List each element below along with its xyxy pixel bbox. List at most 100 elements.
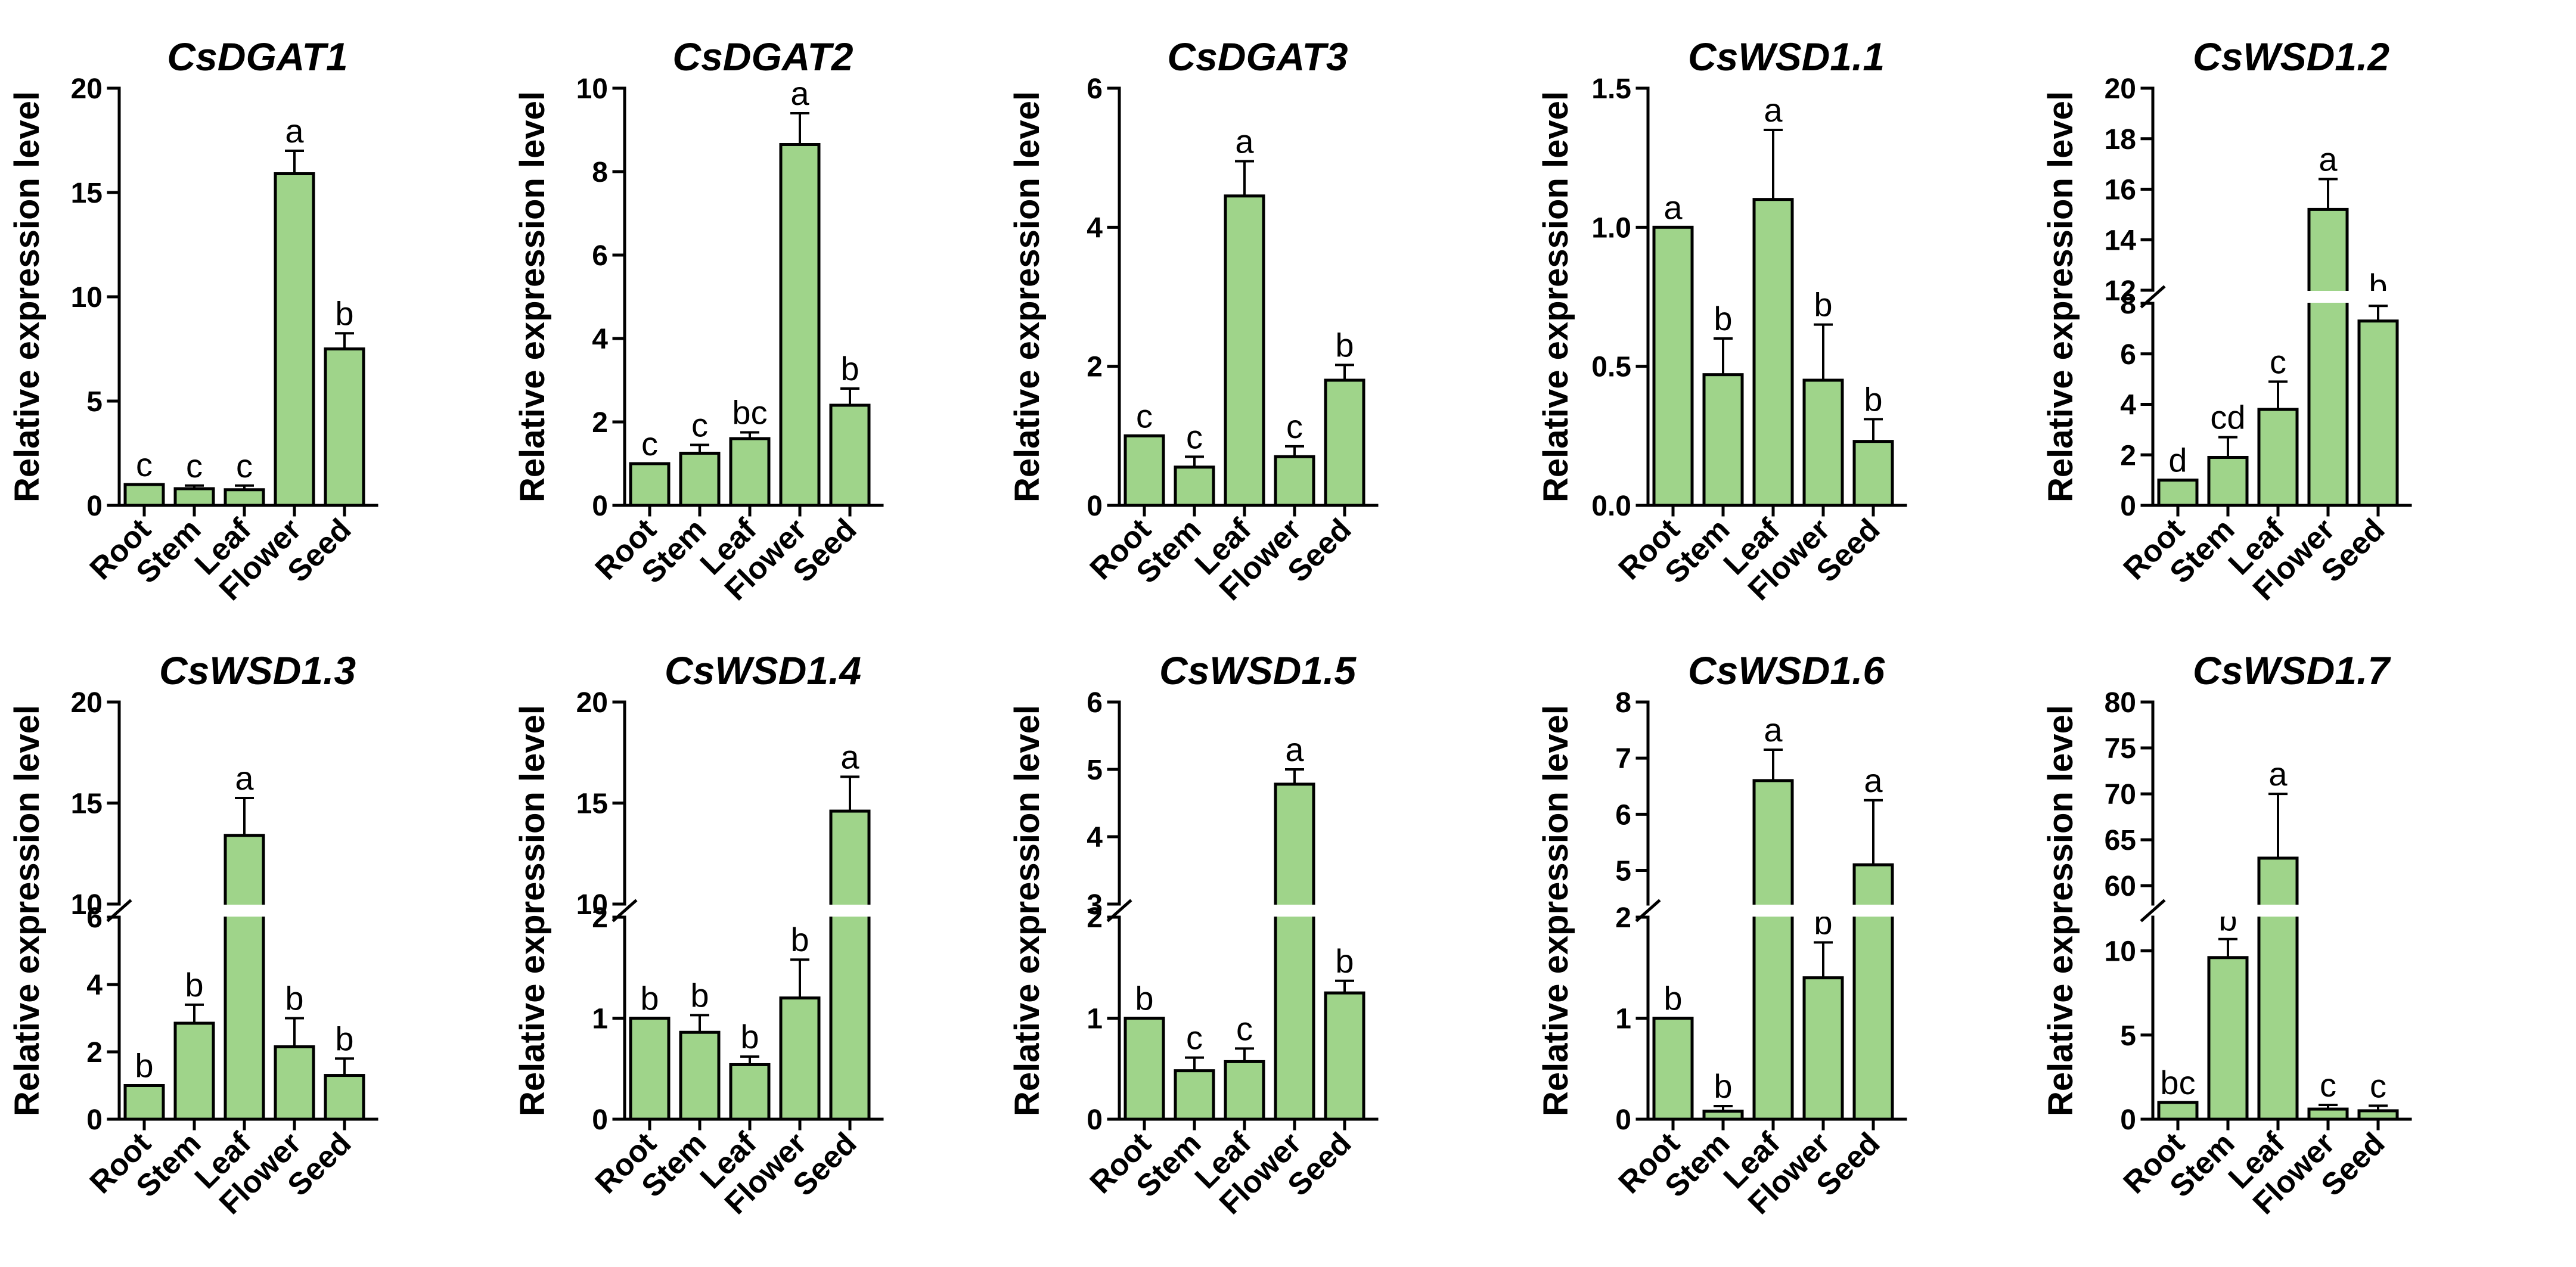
significance-letter: a [840, 738, 859, 775]
significance-letter: c [641, 425, 658, 462]
chart-title: CsWSD1.2 [2193, 35, 2389, 79]
significance-letter: c [691, 406, 708, 444]
significance-letter: c [136, 446, 153, 483]
significance-letter: bc [2160, 1064, 2195, 1101]
y-axis-label: Relative expression level [1008, 91, 1047, 502]
significance-letter: c [1286, 408, 1303, 445]
bar-flower [1274, 455, 1315, 507]
y-tick-label: 8 [1615, 687, 1631, 719]
y-tick-label: 75 [2105, 733, 2136, 765]
y-axis-label: Relative expression level [1537, 91, 1575, 502]
significance-letter: b [1335, 942, 1354, 980]
y-tick-label: 6 [1087, 687, 1103, 719]
y-tick-label: 0.5 [1591, 352, 1631, 383]
y-tick-label: 1 [1615, 1004, 1631, 1035]
significance-letter: a [790, 74, 809, 112]
bar-stem [1174, 1069, 1215, 1121]
bar-stem [173, 1021, 215, 1121]
bar-leaf [2257, 408, 2299, 507]
bar-root [123, 1084, 165, 1121]
significance-letter: c [2270, 343, 2286, 380]
bar-stem [2207, 956, 2249, 1121]
bar-leaf [1224, 1060, 1265, 1121]
y-tick-label: 15 [71, 788, 103, 820]
y-tick-label: 14 [2105, 225, 2137, 256]
significance-letter: a [1764, 91, 1783, 129]
bar-seed [2357, 319, 2399, 507]
chart-title: CsWSD1.4 [665, 648, 861, 692]
significance-letter: c [2370, 1067, 2386, 1104]
axis-break-gap [1652, 905, 1902, 917]
y-tick-label: 5 [2120, 1020, 2136, 1052]
significance-letter: b [335, 1020, 353, 1057]
significance-letter: b [1864, 380, 1882, 418]
bar-leaf [729, 437, 771, 507]
significance-letter: a [2319, 141, 2338, 178]
y-tick-label: 65 [2105, 825, 2136, 856]
y-tick-label: 10 [2105, 936, 2136, 968]
y-tick-label: 1 [592, 1004, 608, 1035]
bar-flower [1802, 976, 1844, 1121]
y-tick-label: 1.0 [1591, 212, 1631, 244]
significance-letter: c [2320, 1066, 2336, 1104]
y-axis-label: Relative expression level [2041, 705, 2080, 1116]
y-tick-label: 6 [592, 240, 608, 272]
significance-letter: b [640, 980, 659, 1017]
y-tick-label: 0 [86, 1104, 103, 1136]
bar-leaf [1224, 194, 1265, 507]
y-tick-label: 5 [1615, 856, 1631, 887]
y-tick-label: 10 [71, 889, 103, 921]
y-tick-label: 2 [592, 407, 608, 439]
bar-root [1123, 434, 1165, 507]
significance-letter: b [1814, 286, 1832, 324]
significance-letter: c [1186, 1019, 1203, 1057]
y-tick-label: 10 [576, 889, 608, 921]
y-axis-label: Relative expression level [8, 91, 46, 502]
y-tick-label: 0 [592, 1104, 608, 1136]
bar-seed [324, 1074, 365, 1121]
bar-root [1652, 1017, 1694, 1121]
significance-letter: a [1764, 711, 1783, 749]
y-tick-label: 20 [576, 687, 608, 719]
y-tick-label: 0 [1087, 490, 1103, 522]
bar-stem [173, 487, 215, 507]
bar-stem [2207, 455, 2249, 507]
y-tick-label: 2 [86, 1037, 103, 1069]
y-axis-label: Relative expression level [513, 91, 552, 502]
y-tick-label: 6 [1087, 73, 1103, 105]
significance-letter: d [2168, 442, 2187, 479]
bar-seed [1852, 863, 1894, 1121]
significance-letter: a [285, 112, 304, 150]
bar-flower [274, 1045, 315, 1121]
significance-letter: b [135, 1047, 153, 1085]
y-tick-label: 15 [576, 788, 608, 820]
bar-flower [2307, 1107, 2349, 1121]
significance-letter: b [1714, 1067, 1732, 1105]
significance-letter: c [1186, 418, 1203, 455]
y-tick-label: 5 [86, 386, 103, 418]
chart-title: CsWSD1.5 [1159, 648, 1357, 692]
axis-break-gap [2156, 905, 2407, 917]
y-tick-label: 80 [2105, 687, 2136, 719]
y-tick-label: 15 [71, 178, 103, 209]
y-tick-label: 1 [1087, 1004, 1103, 1035]
bar-leaf [224, 834, 265, 1121]
y-tick-label: 2 [1087, 902, 1103, 934]
y-axis-label: Relative expression level [1008, 705, 1047, 1116]
significance-letter: a [1663, 188, 1683, 226]
chart-title: CsDGAT1 [167, 35, 347, 79]
bar-stem [679, 452, 721, 507]
y-tick-label: 7 [1615, 743, 1631, 775]
y-axis-label: Relative expression level [2041, 91, 2080, 502]
axis-break-mark [2140, 899, 2166, 923]
y-tick-label: 0 [1615, 1104, 1631, 1136]
chart-title: CsWSD1.3 [159, 648, 356, 692]
chart-panel: CsWSD1.1 Relative expression level a b a b b 0.… [1537, 35, 1907, 607]
bar-flower [2307, 207, 2349, 507]
bar-seed [1324, 991, 1365, 1121]
axis-break-gap [2156, 291, 2407, 303]
significance-letter: c [186, 447, 203, 485]
bar-flower [1274, 782, 1315, 1121]
y-tick-label: 4 [2120, 390, 2136, 421]
